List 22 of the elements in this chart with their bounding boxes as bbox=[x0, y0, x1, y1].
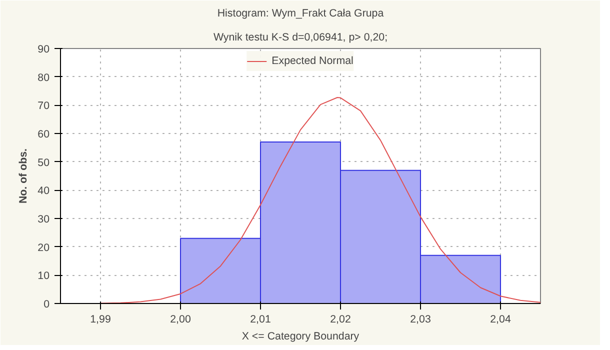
y-tick-label: 10 bbox=[38, 270, 50, 282]
legend-label: Expected Normal bbox=[272, 55, 354, 67]
x-tick-label: 2,04 bbox=[490, 314, 511, 326]
y-tick-label: 60 bbox=[38, 128, 50, 140]
y-axis-title: No. of obs. bbox=[18, 148, 30, 204]
y-tick-label: 20 bbox=[38, 242, 50, 254]
y-tick-label: 40 bbox=[38, 185, 50, 198]
line-series bbox=[100, 97, 540, 304]
y-tick-label: 80 bbox=[38, 72, 50, 84]
chart-title: Histogram: Wym_Frakt Cała Grupa bbox=[217, 8, 384, 20]
y-tick-label: 90 bbox=[38, 44, 50, 56]
y-tick-label: 0 bbox=[44, 298, 50, 310]
x-tick-label: 2,03 bbox=[410, 314, 431, 326]
x-tick-label: 2,01 bbox=[250, 314, 271, 326]
y-tick-label: 30 bbox=[38, 214, 50, 226]
x-axis-title: X <= Category Boundary bbox=[242, 330, 360, 342]
x-tick-label: 1,99 bbox=[90, 314, 111, 326]
y-tick-label: 50 bbox=[38, 156, 50, 169]
chart-subtitle: Wynik testu K-S d=0,06941, p> 0,20; bbox=[213, 32, 388, 44]
x-tick-label: 2,02 bbox=[330, 314, 351, 326]
y-tick-label: 70 bbox=[38, 100, 50, 112]
x-tick-label: 2,00 bbox=[170, 314, 191, 326]
